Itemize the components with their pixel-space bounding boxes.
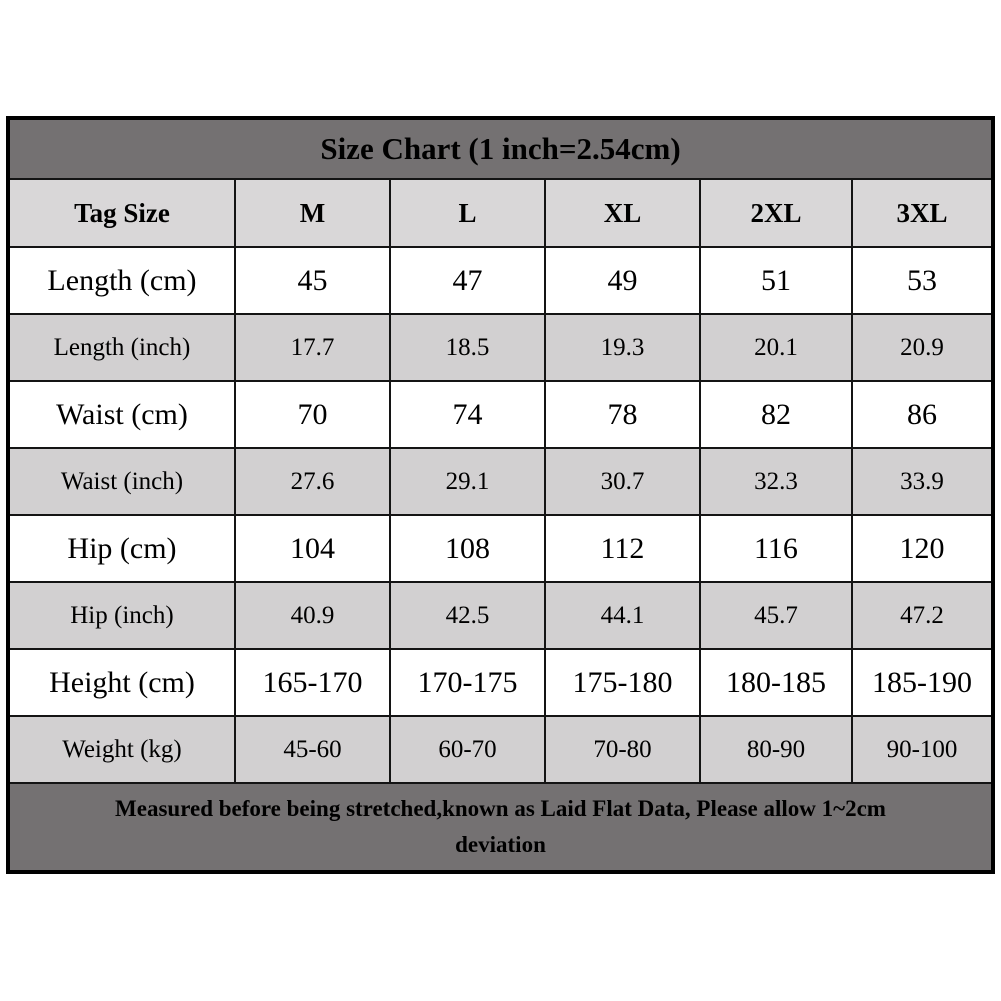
cell-value: 47.2 <box>850 581 995 650</box>
cell-value: 185-190 <box>850 648 995 717</box>
cell-value: 32.3 <box>698 447 853 516</box>
cell-value: 170-175 <box>388 648 546 717</box>
column-header-3xl: 3XL <box>850 178 995 248</box>
cell-value: 86 <box>850 380 995 449</box>
cell-value: 45.7 <box>698 581 853 650</box>
row-label: Waist (inch) <box>6 447 236 516</box>
row-label: Length (cm) <box>6 246 236 315</box>
column-header-l: L <box>388 178 546 248</box>
cell-value: 180-185 <box>698 648 853 717</box>
cell-value: 49 <box>543 246 701 315</box>
cell-value: 20.1 <box>698 313 853 382</box>
size-chart-table: Size Chart (1 inch=2.54cm) Tag Size M L XL 2… <box>5 116 996 874</box>
row-label: Waist (cm) <box>6 380 236 449</box>
row-label: Hip (cm) <box>6 514 236 583</box>
cell-value: 175-180 <box>543 648 701 717</box>
cell-value: 80-90 <box>698 715 853 784</box>
table-row: Hip (cm) 104 108 112 116 120 <box>6 514 995 583</box>
cell-value: 30.7 <box>543 447 701 516</box>
cell-value: 116 <box>698 514 853 583</box>
cell-value: 70 <box>233 380 391 449</box>
cell-value: 112 <box>543 514 701 583</box>
column-header-2xl: 2XL <box>698 178 853 248</box>
table-row: Weight (kg) 45-60 60-70 70-80 80-90 90-100 <box>6 715 995 784</box>
cell-value: 108 <box>388 514 546 583</box>
table-row: Waist (cm) 70 74 78 82 86 <box>6 380 995 449</box>
table-row: Height (cm) 165-170 170-175 175-180 180-185 1… <box>6 648 995 717</box>
row-label: Hip (inch) <box>6 581 236 650</box>
column-header-xl: XL <box>543 178 701 248</box>
footnote-line-1: Measured before being stretched,known as… <box>115 796 886 822</box>
header-row: Tag Size M L XL 2XL 3XL <box>6 178 995 248</box>
cell-value: 20.9 <box>850 313 995 382</box>
cell-value: 44.1 <box>543 581 701 650</box>
cell-value: 19.3 <box>543 313 701 382</box>
corner-header-tag-size: Tag Size <box>6 178 236 248</box>
cell-value: 51 <box>698 246 853 315</box>
cell-value: 27.6 <box>233 447 391 516</box>
cell-value: 17.7 <box>233 313 391 382</box>
cell-value: 33.9 <box>850 447 995 516</box>
table-title: Size Chart (1 inch=2.54cm) <box>6 117 995 180</box>
cell-value: 47 <box>388 246 546 315</box>
footer-row: Measured before being stretched,known as… <box>6 782 995 873</box>
cell-value: 120 <box>850 514 995 583</box>
table-row: Hip (inch) 40.9 42.5 44.1 45.7 47.2 <box>6 581 995 650</box>
cell-value: 18.5 <box>388 313 546 382</box>
title-row: Size Chart (1 inch=2.54cm) <box>6 117 995 180</box>
table-row: Length (inch) 17.7 18.5 19.3 20.1 20.9 <box>6 313 995 382</box>
cell-value: 78 <box>543 380 701 449</box>
cell-value: 45-60 <box>233 715 391 784</box>
cell-value: 165-170 <box>233 648 391 717</box>
cell-value: 70-80 <box>543 715 701 784</box>
cell-value: 29.1 <box>388 447 546 516</box>
cell-value: 90-100 <box>850 715 995 784</box>
cell-value: 42.5 <box>388 581 546 650</box>
column-header-m: M <box>233 178 391 248</box>
cell-value: 82 <box>698 380 853 449</box>
cell-value: 45 <box>233 246 391 315</box>
cell-value: 60-70 <box>388 715 546 784</box>
cell-value: 104 <box>233 514 391 583</box>
row-label: Length (inch) <box>6 313 236 382</box>
cell-value: 53 <box>850 246 995 315</box>
footnote-line-2: deviation <box>455 832 546 857</box>
cell-value: 74 <box>388 380 546 449</box>
table-footnote: Measured before being stretched,known as… <box>6 782 995 873</box>
row-label: Height (cm) <box>6 648 236 717</box>
table-row: Length (cm) 45 47 49 51 53 <box>6 246 995 315</box>
row-label: Weight (kg) <box>6 715 236 784</box>
table-row: Waist (inch) 27.6 29.1 30.7 32.3 33.9 <box>6 447 995 516</box>
cell-value: 40.9 <box>233 581 391 650</box>
